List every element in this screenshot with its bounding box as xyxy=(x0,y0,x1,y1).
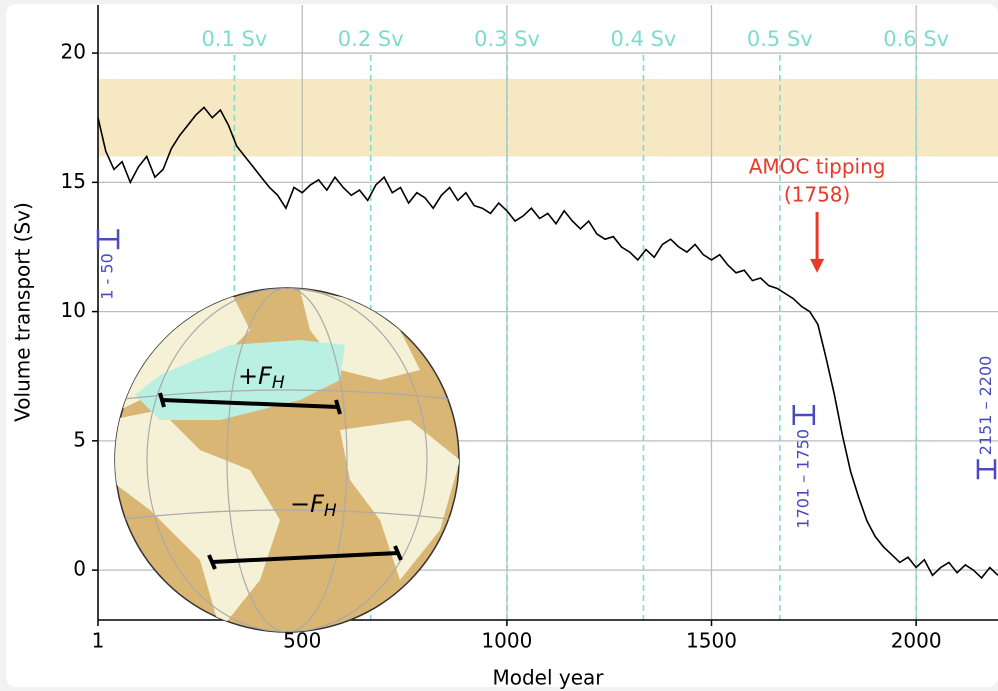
interval-label: 2151 – 2200 xyxy=(976,356,995,456)
x-axis-title: Model year xyxy=(492,666,604,690)
annotation-text: (1758) xyxy=(784,183,851,207)
interval-label: 1701 – 1750 xyxy=(793,429,812,529)
south-flux-main: −F xyxy=(290,490,325,518)
y-tick-label: 10 xyxy=(61,298,86,322)
y-tick-label: 0 xyxy=(73,557,86,581)
band xyxy=(98,79,998,157)
north-flux-main: +F xyxy=(238,362,273,390)
top-tick-label: 0.4 Sv xyxy=(611,27,677,51)
north-flux-sub: H xyxy=(272,373,285,393)
top-tick-label: 0.5 Sv xyxy=(747,27,813,51)
y-axis-title: Volume transport (Sv) xyxy=(11,202,35,422)
x-tick-label: 1000 xyxy=(481,629,532,653)
top-tick-label: 0.1 Sv xyxy=(201,27,267,51)
top-tick-label: 0.6 Sv xyxy=(883,27,949,51)
chart: 0510152015001000150020000.1 Sv0.2 Sv0.3 … xyxy=(0,0,998,691)
annotation-text: AMOC tipping xyxy=(749,155,886,179)
interval-label: 1 - 50 xyxy=(98,253,117,299)
x-tick-label: 1500 xyxy=(686,629,737,653)
y-tick-label: 20 xyxy=(61,40,86,64)
y-tick-label: 15 xyxy=(61,169,86,193)
south-flux-sub: H xyxy=(324,501,337,521)
x-tick-label: 1 xyxy=(92,629,105,653)
top-tick-label: 0.3 Sv xyxy=(474,27,540,51)
top-tick-label: 0.2 Sv xyxy=(338,27,404,51)
x-tick-label: 2000 xyxy=(891,629,942,653)
y-tick-label: 5 xyxy=(73,427,86,451)
